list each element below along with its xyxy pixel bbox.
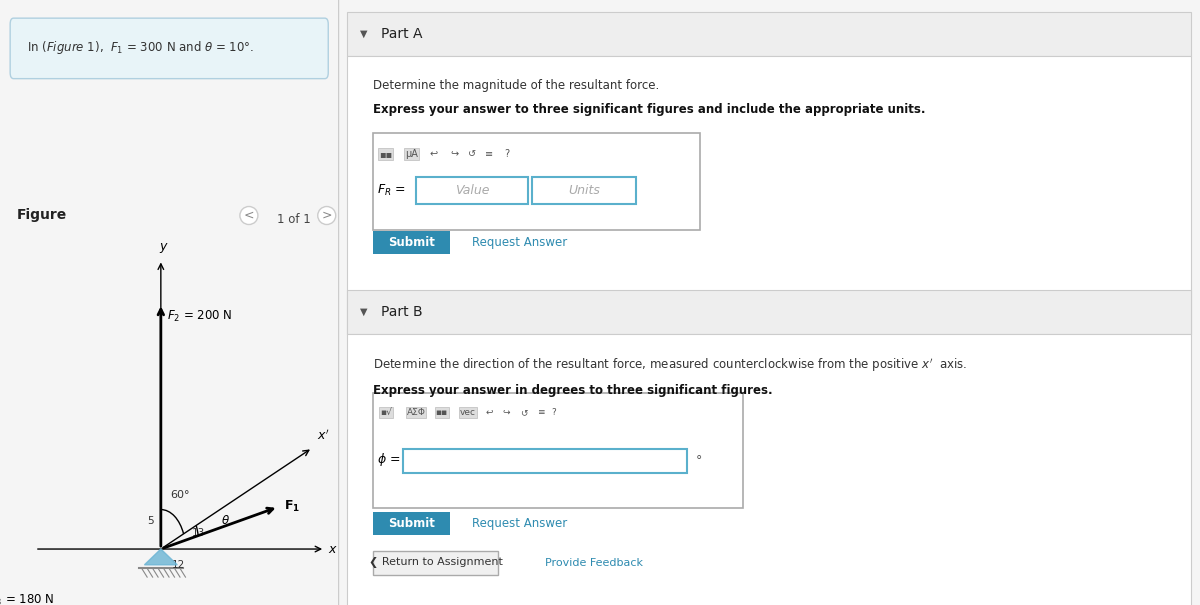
Text: ▪▪: ▪▪ xyxy=(379,149,392,159)
Text: ↪: ↪ xyxy=(451,149,458,159)
Text: Determine the magnitude of the resultant force.: Determine the magnitude of the resultant… xyxy=(373,79,659,91)
Text: Figure: Figure xyxy=(17,208,67,222)
FancyBboxPatch shape xyxy=(533,177,636,204)
Text: 60°: 60° xyxy=(170,489,190,500)
FancyBboxPatch shape xyxy=(10,18,329,79)
Bar xyxy=(347,334,1192,605)
Text: $\mathbf{F_1}$: $\mathbf{F_1}$ xyxy=(284,499,300,514)
FancyBboxPatch shape xyxy=(373,133,701,230)
Text: In ($\it{Figure}$ $\it{1}$),  $F_1$ = 300 N and $\theta$ = 10°.: In ($\it{Figure}$ $\it{1}$), $F_1$ = 300… xyxy=(28,39,254,56)
Text: Value: Value xyxy=(455,184,490,197)
FancyBboxPatch shape xyxy=(403,449,688,473)
Text: $F_3$ = 180 N: $F_3$ = 180 N xyxy=(0,593,54,605)
Text: ↪: ↪ xyxy=(503,408,510,417)
FancyBboxPatch shape xyxy=(373,231,450,254)
Text: Submit: Submit xyxy=(388,517,436,531)
Text: Units: Units xyxy=(568,184,600,197)
Text: ↺: ↺ xyxy=(468,149,476,159)
Polygon shape xyxy=(144,549,178,565)
Text: Part A: Part A xyxy=(382,27,422,41)
Text: 12: 12 xyxy=(173,560,186,570)
Text: ≡: ≡ xyxy=(485,149,493,159)
FancyBboxPatch shape xyxy=(373,393,743,508)
Text: $F_2$ = 200 N: $F_2$ = 200 N xyxy=(168,309,233,324)
FancyBboxPatch shape xyxy=(373,512,450,535)
Text: >: > xyxy=(322,209,332,222)
Text: $x$: $x$ xyxy=(328,543,337,555)
Text: vec: vec xyxy=(460,408,475,417)
Text: ≡: ≡ xyxy=(538,408,545,417)
Text: $F_R$ =: $F_R$ = xyxy=(377,183,406,198)
Text: 13: 13 xyxy=(192,528,205,538)
Text: ❮ Return to Assignment: ❮ Return to Assignment xyxy=(368,557,503,568)
FancyBboxPatch shape xyxy=(416,177,528,204)
Text: ▪▪: ▪▪ xyxy=(436,408,448,417)
Text: Provide Feedback: Provide Feedback xyxy=(545,558,643,567)
Text: $x'$: $x'$ xyxy=(317,429,329,443)
Text: $\theta$: $\theta$ xyxy=(221,514,230,528)
Bar xyxy=(347,56,1192,334)
Text: °: ° xyxy=(696,454,702,468)
Text: $\phi$ =: $\phi$ = xyxy=(377,451,401,468)
Bar xyxy=(347,12,1192,56)
Text: Submit: Submit xyxy=(388,236,436,249)
Text: Part B: Part B xyxy=(382,305,424,319)
Text: μA: μA xyxy=(406,149,418,159)
Text: ▼: ▼ xyxy=(360,307,367,317)
Text: Request Answer: Request Answer xyxy=(472,517,568,531)
Text: Express your answer in degrees to three significant figures.: Express your answer in degrees to three … xyxy=(373,384,773,397)
Text: 1 of 1: 1 of 1 xyxy=(277,212,311,226)
Text: 5: 5 xyxy=(148,516,155,526)
Text: ↩: ↩ xyxy=(486,408,493,417)
Text: ?: ? xyxy=(552,408,556,417)
Text: Determine the direction of the resultant force, measured counterclockwise from t: Determine the direction of the resultant… xyxy=(373,357,967,374)
Text: ▼: ▼ xyxy=(360,29,367,39)
Text: <: < xyxy=(244,209,254,222)
Text: ?: ? xyxy=(504,149,509,159)
FancyBboxPatch shape xyxy=(373,551,498,575)
Text: Request Answer: Request Answer xyxy=(472,236,568,249)
Text: Express your answer to three significant figures and include the appropriate uni: Express your answer to three significant… xyxy=(373,103,925,116)
Bar xyxy=(347,290,1192,334)
Text: ΑΣΦ: ΑΣΦ xyxy=(407,408,425,417)
Text: $y$: $y$ xyxy=(158,241,168,255)
Text: ▪√: ▪√ xyxy=(380,408,391,417)
Text: ↺: ↺ xyxy=(520,408,527,417)
Text: ↩: ↩ xyxy=(430,149,437,159)
